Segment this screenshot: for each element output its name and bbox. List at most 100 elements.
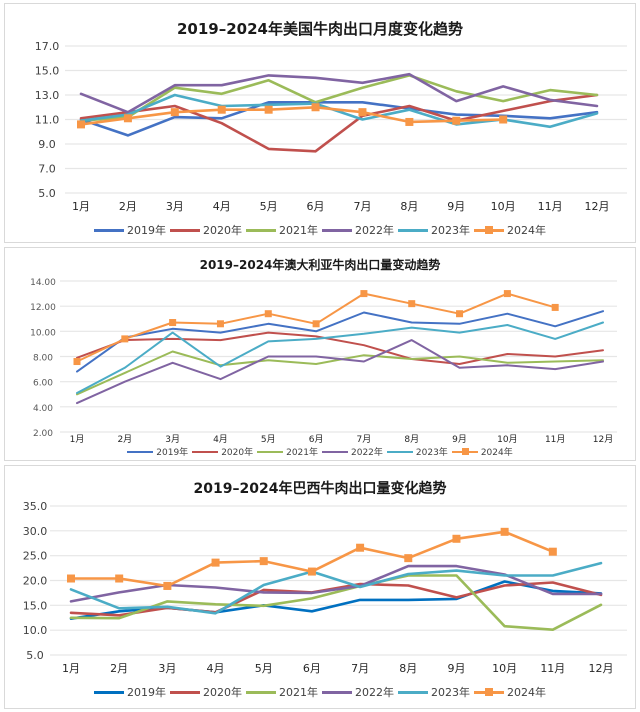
- legend-swatch: [246, 228, 276, 232]
- y-tick-label: 17.0: [35, 40, 60, 53]
- x-tick-label: 10月: [491, 200, 516, 213]
- x-tick-label: 11月: [538, 200, 563, 213]
- legend: 2019年 2020年 2021年 2022年 2023年 2024年: [5, 222, 635, 238]
- data-point-marker: [405, 117, 414, 126]
- legend-swatch: [192, 450, 219, 453]
- data-point-marker: [121, 335, 129, 343]
- x-tick-label: 12月: [585, 200, 610, 213]
- data-point-marker: [408, 300, 416, 308]
- legend-item: 2019年: [127, 445, 188, 458]
- x-tick-label: 3月: [165, 434, 180, 445]
- y-tick-label: 9.0: [38, 138, 56, 151]
- chart-title: 2019–2024年美国牛肉出口月度变化趋势: [177, 20, 463, 38]
- x-tick-label: 8月: [400, 200, 418, 213]
- x-tick-label: 6月: [307, 200, 325, 213]
- series-line-2023: [79, 93, 599, 129]
- legend-label: 2023年: [415, 448, 448, 458]
- legend-label: 2020年: [203, 686, 242, 699]
- x-tick-label: 2月: [119, 200, 137, 213]
- y-tick-label: 30.0: [23, 525, 48, 538]
- data-point-marker: [211, 558, 220, 567]
- series-line-2020: [79, 93, 599, 153]
- brazil-beef-export-chart: 2019–2024年巴西牛肉出口量变化趋势 35.0 30.0 25.0 20.0 15…: [4, 465, 636, 709]
- data-point-marker: [264, 105, 273, 114]
- y-tick-label: 15.0: [35, 65, 60, 78]
- x-tick-label: 10月: [497, 434, 517, 445]
- legend-marker: [461, 447, 469, 455]
- x-tick-label: 4月: [213, 434, 228, 445]
- legend-item: 2024年: [451, 445, 513, 458]
- legend-swatch: [170, 690, 200, 694]
- x-tick-label: 3月: [166, 200, 184, 213]
- legend-label: 2019年: [127, 686, 166, 699]
- data-point-marker: [503, 290, 511, 298]
- data-point-marker: [77, 120, 85, 129]
- y-tick-label: 10.00: [30, 328, 56, 338]
- data-point-marker: [307, 567, 316, 576]
- data-point-marker: [216, 320, 224, 328]
- y-tick-label: 11.0: [35, 114, 60, 127]
- series-line-2022: [69, 564, 603, 603]
- legend-item: 2022年: [322, 684, 394, 700]
- series-line-2021: [76, 350, 604, 396]
- data-point-marker: [452, 116, 461, 125]
- x-tick-label: 10月: [492, 662, 517, 675]
- chart-title: 2019–2024年澳大利亚牛肉出口量变动趋势: [199, 258, 441, 272]
- data-point-marker: [456, 310, 464, 318]
- legend-item: 2020年: [192, 445, 253, 458]
- y-tick-label: 12.00: [30, 303, 56, 313]
- x-tick-label: 9月: [447, 200, 465, 213]
- legend-item: 2024年: [474, 684, 546, 700]
- x-tick-label: 9月: [447, 662, 465, 675]
- legend-swatch: [322, 450, 348, 453]
- legend-label: 2019年: [127, 224, 166, 237]
- data-point-marker: [67, 574, 75, 583]
- legend-label: 2024年: [507, 224, 546, 237]
- legend-label: 2019年: [156, 448, 189, 458]
- y-tick-label: 8.00: [33, 354, 53, 364]
- x-tick-label: 5月: [260, 200, 278, 213]
- legend-swatch: [398, 690, 428, 694]
- series-line-2022: [76, 339, 604, 405]
- x-tick-label: 4月: [213, 200, 231, 213]
- x-tick-label: 9月: [452, 434, 467, 445]
- legend-item: 2022年: [322, 222, 394, 238]
- legend-label: 2022年: [355, 686, 394, 699]
- x-tick-label: 5月: [261, 434, 276, 445]
- y-tick-label: 5.0: [38, 187, 56, 200]
- legend-item: 2023年: [386, 445, 448, 458]
- legend-item: 2023年: [398, 684, 470, 700]
- y-tick-label: 15.0: [23, 599, 48, 612]
- legend-label: 2020年: [203, 224, 242, 237]
- y-tick-label: 35.0: [23, 500, 48, 513]
- legend-label: 2021年: [279, 224, 318, 237]
- x-tick-label: 12月: [593, 434, 613, 445]
- x-tick-label: 6月: [309, 434, 324, 445]
- data-point-marker: [73, 358, 81, 366]
- legend-item: 2019年: [94, 684, 166, 700]
- legend-label: 2020年: [221, 448, 254, 458]
- legend-item: 2024年: [474, 222, 546, 238]
- data-point-marker: [259, 557, 268, 566]
- legend-swatch: [170, 228, 200, 232]
- y-tick-label: 4.00: [33, 404, 53, 414]
- y-tick-label: 10.0: [23, 624, 48, 637]
- series-line-2019: [76, 310, 604, 373]
- legend-label: 2022年: [351, 448, 383, 458]
- legend-label: 2024年: [480, 448, 513, 458]
- y-tick-label: 14.00: [30, 278, 56, 288]
- series-line-2019: [79, 101, 599, 137]
- series-line-2022: [79, 72, 599, 114]
- data-point-marker: [356, 543, 365, 552]
- x-tick-label: 5月: [255, 662, 273, 675]
- y-tick-label: 2.00: [33, 429, 53, 439]
- plot-area: 17.0 15.0 13.0 11.0 9.0 7.0 5.0 1月 2月 3月 4月 5月 6月 7月 8…: [35, 40, 627, 213]
- data-point-marker: [163, 581, 172, 590]
- legend-item: 2020年: [170, 222, 242, 238]
- x-tick-label: 11月: [545, 434, 565, 445]
- data-point-marker: [551, 303, 559, 311]
- legend-label: 2021年: [279, 686, 318, 699]
- series-line-2021: [69, 574, 603, 631]
- legend-marker: [485, 225, 493, 234]
- plot-area: 14.00 12.00 10.00 8.00 6.00 4.00 2.00 1月 2月 3月 4月 5…: [30, 278, 617, 445]
